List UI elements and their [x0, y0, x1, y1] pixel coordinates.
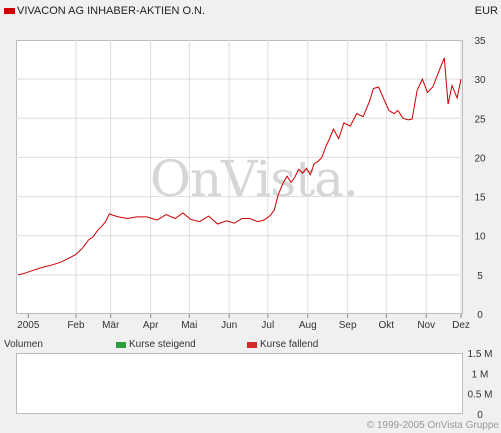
price-xtick-label: Mär [102, 320, 120, 331]
price-xtick-label: Dez [452, 320, 470, 331]
copyright-notice: © 1999-2005 OnVista Gruppe [366, 420, 499, 431]
price-ytick-label: 25 [474, 114, 486, 125]
price-xtick-label: Aug [299, 320, 317, 331]
price-ytick-label: 10 [474, 232, 486, 243]
price-xtick-label: Apr [143, 320, 159, 331]
price-ytick-label: 20 [474, 153, 486, 164]
price-xtick-label: Okt [379, 320, 395, 331]
chart-title: VIVACON AG INHABER-AKTIEN O.N. [17, 5, 206, 17]
volume-ytick-label: 0.5 M [467, 390, 492, 401]
price-ytick-label: 30 [474, 75, 486, 86]
volume-ytick-label: 0 [477, 410, 483, 421]
price-xtick-label: Jun [221, 320, 237, 331]
volume-ytick-label: 1 M [472, 369, 489, 380]
price-ytick-label: 35 [474, 36, 486, 47]
currency-label: EUR [474, 5, 498, 17]
falling-legend-label: Kurse fallend [260, 339, 319, 350]
volume-ytick-label: 1.5 M [467, 349, 492, 360]
rising-legend-swatch [116, 342, 126, 348]
price-xtick-label: Sep [339, 320, 357, 331]
price-xtick-label: Jul [261, 320, 274, 331]
price-ytick-label: 5 [477, 271, 483, 282]
price-xtick-label: Mai [181, 320, 197, 331]
falling-legend-swatch [247, 342, 257, 348]
price-plot-area [16, 40, 463, 314]
price-ytick-label: 15 [474, 193, 486, 204]
price-ytick-label: 0 [477, 310, 483, 321]
volume-plot-area [16, 353, 463, 414]
volume-label: Volumen [4, 339, 43, 350]
rising-legend-label: Kurse steigend [129, 339, 196, 350]
price-xtick-label: Feb [67, 320, 85, 331]
price-xtick-label: Nov [417, 320, 435, 331]
onvista-watermark: OnVista. [150, 150, 359, 208]
price-line-series [17, 57, 462, 276]
price-legend-swatch [4, 8, 15, 14]
price-xtick-label: 2005 [17, 320, 40, 331]
